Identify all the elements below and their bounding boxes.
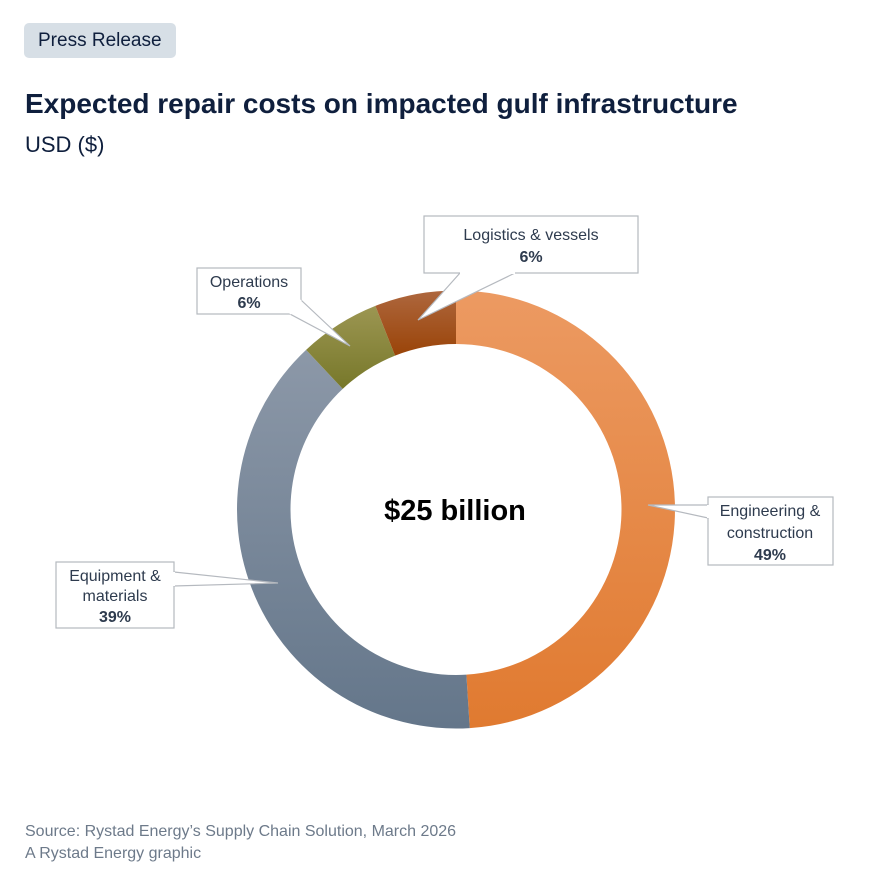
donut-slice-equipment-materials	[236, 349, 470, 729]
callout-logistics-vessels: Logistics & vessels 6%	[417, 215, 639, 321]
callout-box	[55, 561, 175, 629]
callout-label: construction	[727, 525, 813, 542]
callout-percent: 39%	[99, 609, 131, 626]
callout-box	[423, 215, 639, 274]
callout-operations: Operations 6%	[196, 267, 351, 347]
callout-engineering-construction: Engineering & construction 49%	[647, 496, 834, 566]
callout-label: Logistics & vessels	[463, 227, 598, 244]
callout-percent: 49%	[754, 547, 786, 564]
callout-label: Operations	[210, 274, 288, 291]
chart-title: Expected repair costs on impacted gulf i…	[25, 88, 738, 119]
callout-box	[196, 267, 302, 315]
callout-percent: 6%	[237, 295, 260, 312]
callout-equipment-materials: Equipment & materials 39%	[55, 561, 279, 629]
callout-label: Engineering &	[720, 503, 821, 520]
donut-slice-operations	[306, 305, 396, 389]
callout-label: materials	[83, 588, 148, 605]
center-total-label: $25 billion	[384, 495, 526, 527]
callout-label: Equipment &	[69, 568, 161, 585]
callout-percent: 6%	[519, 249, 542, 266]
source-note: Source: Rystad Energy’s Supply Chain Sol…	[25, 823, 457, 840]
credit-note: A Rystad Energy graphic	[25, 845, 202, 862]
press-release-badge: Press Release	[24, 23, 176, 58]
callout-box	[707, 496, 834, 566]
donut-slice-engineering-construction	[456, 290, 675, 729]
chart-subtitle: USD ($)	[25, 132, 105, 157]
